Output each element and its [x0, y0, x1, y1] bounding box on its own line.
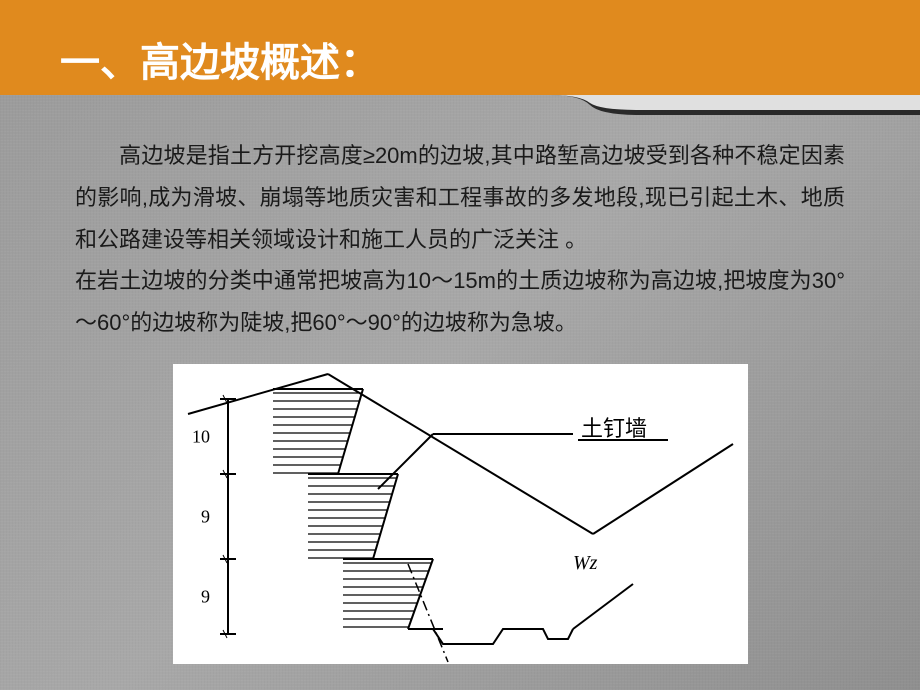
svg-text:土钉墙: 土钉墙 — [581, 416, 647, 441]
paragraph-1-text: 高边坡是指土方开挖高度≥20m的边坡,其中路堑高边坡受到各种不稳定因素的影响,成… — [75, 143, 845, 252]
content-area: 高边坡是指土方开挖高度≥20m的边坡,其中路堑高边坡受到各种不稳定因素的影响,成… — [0, 95, 920, 684]
paragraph-1: 高边坡是指土方开挖高度≥20m的边坡,其中路堑高边坡受到各种不稳定因素的影响,成… — [75, 135, 845, 260]
diagram-svg: 9 9 10 土钉墙 Wz — [173, 364, 748, 664]
diagram-container: 9 9 10 土钉墙 Wz — [75, 364, 845, 664]
header-bar: 一、高边坡概述： — [0, 0, 920, 95]
slide-title: 一、高边坡概述： — [60, 30, 380, 88]
slope-cross-section-diagram: 9 9 10 土钉墙 Wz — [173, 364, 748, 664]
svg-text:Wz: Wz — [573, 552, 598, 574]
svg-text:9: 9 — [201, 506, 210, 526]
svg-text:10: 10 — [192, 426, 210, 446]
paragraph-2: 在岩土边坡的分类中通常把坡高为10～15m的土质边坡称为高边坡,把坡度为30°～… — [75, 260, 845, 344]
header-swoosh-decoration — [520, 0, 920, 120]
svg-text:9: 9 — [201, 586, 210, 606]
